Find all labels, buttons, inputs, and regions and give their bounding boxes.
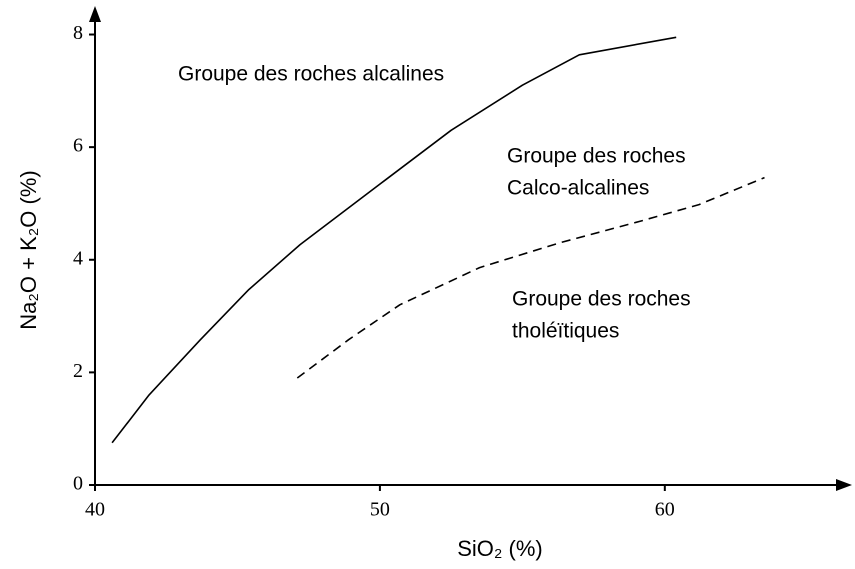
x-arrow: [836, 479, 852, 491]
series-line: [296, 176, 765, 379]
x-tick-label: 60: [655, 499, 675, 521]
y-tick-label: 4: [73, 247, 83, 269]
annotation: Groupe des roches alcalines: [178, 63, 444, 86]
y-arrow: [89, 6, 101, 22]
y-tick-label: 2: [73, 360, 83, 382]
y-tick-label: 8: [73, 22, 83, 44]
annotation: tholéïtiques: [512, 320, 619, 343]
annotation: Groupe des roches: [507, 145, 686, 168]
series-line: [111, 36, 677, 444]
y-axis-label: Na₂O + K₂O (%): [16, 170, 41, 330]
annotation: Groupe des roches: [512, 288, 691, 311]
x-axis-label: SiO₂ (%): [457, 536, 543, 561]
x-tick-label: 50: [370, 499, 390, 521]
x-tick-label: 40: [85, 499, 105, 521]
y-tick-label: 0: [73, 473, 83, 495]
annotation: Calco-alcalines: [507, 177, 649, 200]
y-tick-label: 6: [73, 135, 83, 157]
